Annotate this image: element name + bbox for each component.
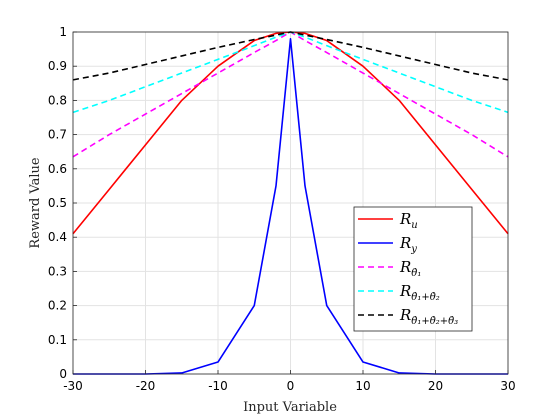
y-axis-label: Reward Value <box>28 157 43 249</box>
y-tick-label: 0.6 <box>48 162 67 176</box>
y-tick-label: 1 <box>59 25 67 39</box>
y-tick-label: 0 <box>59 367 67 381</box>
y-tick-label: 0.1 <box>48 333 67 347</box>
y-tick-label: 0.7 <box>48 128 67 142</box>
x-axis-label: Input Variable <box>243 400 337 415</box>
y-tick-label: 0.5 <box>48 196 67 210</box>
x-tick-label: -10 <box>208 379 228 393</box>
x-tick-label: 0 <box>287 379 295 393</box>
ticks: -30 -20 -10 0 10 20 30 0 0.1 0.2 0.3 0.4 0.5 0.6 0.7 0.… <box>48 25 516 393</box>
x-tick-label: 30 <box>500 379 515 393</box>
y-tick-label: 0.2 <box>48 299 67 313</box>
legend-box <box>353 206 473 332</box>
x-tick-label: 10 <box>355 379 370 393</box>
x-tick-label: -30 <box>63 379 83 393</box>
y-tick-label: 0.4 <box>48 230 67 244</box>
y-tick-label: 0.8 <box>48 93 67 107</box>
x-tick-label: -20 <box>136 379 156 393</box>
y-tick-label: 0.3 <box>48 264 67 278</box>
y-tick-label: 0.9 <box>48 59 67 73</box>
x-tick-label: 20 <box>428 379 443 393</box>
